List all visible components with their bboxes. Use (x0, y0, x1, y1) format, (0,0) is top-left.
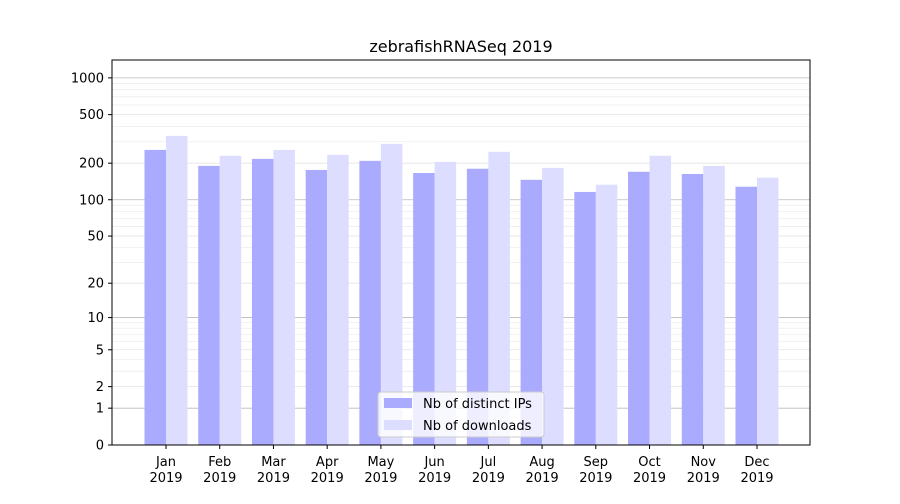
bar-ips (251, 158, 274, 445)
bar-downloads (434, 161, 457, 446)
bar-ips (628, 171, 650, 446)
legend: Nb of distinct IPs Nb of downloads (377, 391, 545, 438)
y-tick-label: 50 (87, 230, 104, 245)
bar-ips (520, 179, 543, 445)
bar-ips (144, 149, 166, 445)
x-tick-label: Dec (744, 455, 769, 470)
x-tick-label: 2019 (257, 471, 290, 486)
x-tick-label: Apr (316, 455, 339, 470)
y-tick-label: 100 (79, 193, 104, 208)
bar-ips (413, 173, 435, 446)
x-tick-label: 2019 (418, 471, 451, 486)
y-tick-label: 1 (96, 402, 104, 417)
plot-frame (111, 59, 811, 446)
bar-ips (466, 168, 489, 445)
chart-title: zebrafishRNASeq 2019 (369, 37, 552, 56)
bar-downloads (327, 154, 349, 445)
bar-downloads (219, 155, 242, 446)
x-tick-label: May (367, 455, 394, 470)
x-tick-label: 2019 (149, 471, 182, 486)
y-axis: 0 1 2 5 10 20 50 100 200 500 1000 (71, 71, 112, 454)
x-tick-label: Oct (638, 455, 660, 470)
x-tick-label: 2019 (526, 471, 559, 486)
bars (144, 135, 779, 446)
x-tick-label: 2019 (633, 471, 666, 486)
x-tick-label: 2019 (740, 471, 773, 486)
y-tick-label: 500 (79, 108, 104, 123)
y-tick-label: 1000 (71, 71, 104, 86)
x-tick-label: Jul (480, 455, 497, 470)
bar-downloads (380, 143, 403, 445)
bar-ips (305, 169, 328, 445)
bar-downloads (649, 155, 672, 446)
bar-ips (735, 186, 757, 445)
y-tick-label: 2 (96, 380, 104, 395)
x-tick-label: Feb (208, 455, 231, 470)
x-tick-label: 2019 (311, 471, 344, 486)
bar-ips (198, 165, 220, 446)
bar-downloads (166, 135, 188, 445)
x-tick-label: Mar (261, 455, 286, 470)
x-axis: Jan2019Feb2019Mar2019Apr2019May2019Jun20… (149, 445, 774, 486)
legend-swatch-downloads (384, 420, 412, 430)
x-tick-label: 2019 (687, 471, 720, 486)
y-tick-label: 0 (96, 439, 104, 454)
legend-label-ips: Nb of distinct IPs (423, 397, 532, 412)
bar-ips (359, 160, 381, 445)
bar-downloads (595, 184, 618, 445)
legend-swatch-ips (384, 398, 412, 408)
bar-downloads (488, 151, 510, 445)
x-tick-label: Jan (155, 455, 176, 470)
legend-box (377, 391, 545, 438)
x-tick-label: 2019 (579, 471, 612, 486)
x-tick-label: 2019 (472, 471, 505, 486)
bar-downloads (703, 165, 725, 446)
bar-ips (574, 191, 596, 445)
bar-downloads (273, 149, 295, 445)
bar-downloads (542, 167, 564, 445)
x-tick-label: Jun (423, 455, 444, 470)
bar-downloads (757, 177, 779, 446)
y-tick-label: 20 (87, 277, 104, 292)
x-tick-label: 2019 (203, 471, 236, 486)
x-tick-label: Nov (691, 455, 717, 470)
x-tick-label: Sep (584, 455, 609, 470)
y-tick-label: 5 (96, 343, 104, 358)
x-tick-label: 2019 (364, 471, 397, 486)
bar-ips (681, 173, 704, 445)
x-tick-label: Aug (529, 455, 554, 470)
legend-label-downloads: Nb of downloads (423, 419, 532, 434)
y-tick-label: 10 (87, 311, 104, 326)
y-tick-label: 200 (79, 157, 104, 172)
